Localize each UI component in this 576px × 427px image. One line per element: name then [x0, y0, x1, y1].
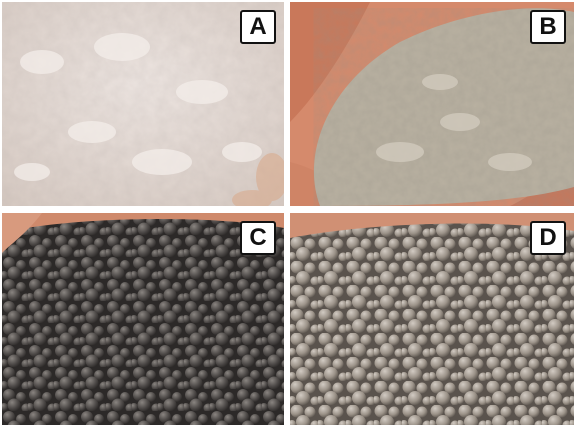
powder-texture-b	[290, 2, 574, 206]
panel-label-a: A	[240, 10, 276, 44]
panel-label-b: B	[530, 10, 566, 44]
panel-b-photo: B	[290, 2, 574, 206]
panel-label-c: C	[240, 221, 276, 255]
panel-d-photo: D	[290, 213, 574, 425]
granules-d	[290, 213, 574, 425]
granules-c	[2, 213, 284, 425]
panel-c-photo: C	[2, 213, 284, 425]
panel-label-d: D	[530, 221, 566, 255]
powder-texture-a	[2, 2, 284, 206]
panel-a-photo: A	[2, 2, 284, 206]
